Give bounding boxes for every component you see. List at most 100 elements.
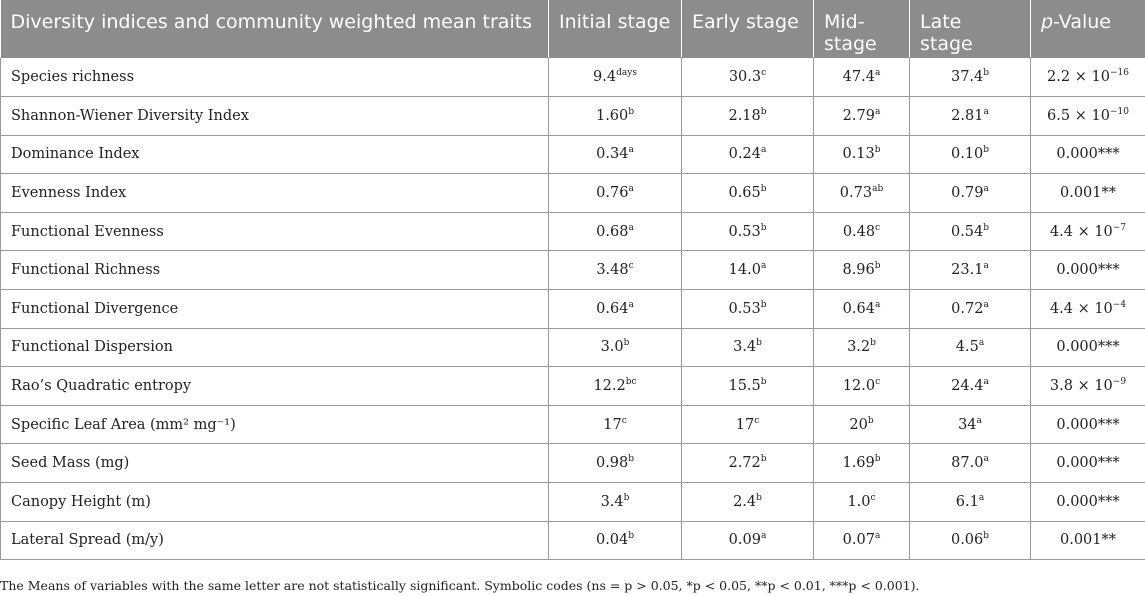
- row-label: Specific Leaf Area (mm² mg⁻¹): [0, 405, 549, 445]
- cell-mid: 0.48c: [813, 212, 910, 252]
- cell-p-value: 0.000***: [1030, 405, 1145, 445]
- cell-early: 2.18b: [681, 96, 814, 136]
- cell-p-value: 2.2 × 10−16: [1030, 58, 1145, 98]
- cell-late-letter: b: [983, 531, 990, 542]
- cell-late: 2.81a: [909, 96, 1031, 136]
- cell-early-letter: c: [761, 68, 767, 79]
- cell-initial-value: 17: [603, 416, 622, 433]
- cell-early: 0.09a: [681, 521, 814, 561]
- cell-late-letter: a: [983, 106, 989, 117]
- cell-initial-letter: a: [628, 222, 634, 233]
- cell-mid-value: 0.73: [839, 185, 873, 202]
- cell-p-value-value: 0.001**: [1059, 532, 1116, 549]
- header-p-rest: -Value: [1053, 11, 1111, 33]
- cell-p-value-value: 6.5 × 10: [1047, 107, 1110, 124]
- cell-p-value-value: 0.000***: [1056, 493, 1120, 510]
- table-header-row: Diversity indices and community weighted…: [0, 0, 1145, 58]
- row-label: Canopy Height (m): [0, 482, 549, 522]
- row-label: Evenness Index: [0, 173, 549, 213]
- cell-late-letter: a: [983, 184, 989, 195]
- diversity-table: Diversity indices and community weighted…: [0, 0, 1145, 561]
- cell-early-letter: a: [760, 145, 767, 156]
- cell-early-letter: b: [756, 492, 762, 503]
- cell-initial: 9.4days: [548, 58, 682, 98]
- cell-early-letter: b: [760, 377, 767, 388]
- row-label-value: Functional Richness: [11, 262, 161, 279]
- cell-early-letter: b: [760, 184, 767, 195]
- cell-early: 30.3c: [681, 58, 814, 98]
- cell-early: 2.72b: [681, 443, 814, 484]
- row-label-value: Evenness Index: [11, 185, 127, 202]
- cell-early-value: 15.5: [728, 378, 761, 395]
- cell-late-letter: b: [983, 222, 990, 233]
- cell-late-letter: a: [983, 454, 989, 465]
- cell-mid-letter: b: [874, 261, 881, 272]
- cell-p-value-letter: −7: [1112, 222, 1127, 233]
- cell-mid-letter: ab: [872, 184, 884, 195]
- cell-mid: 2.79a: [813, 96, 910, 136]
- table-row: Shannon-Wiener Diversity Index 1.60b 2.18b…: [0, 96, 1145, 136]
- cell-mid-value: 0.64: [842, 300, 875, 317]
- cell-p-value: 0.000***: [1030, 328, 1145, 368]
- header-mid-stage: Mid-stage: [813, 0, 910, 58]
- cell-late-letter: b: [983, 68, 990, 79]
- cell-p-value: 0.000***: [1030, 250, 1145, 291]
- cell-early-value: 0.65: [728, 185, 761, 202]
- cell-initial-letter: days: [616, 68, 637, 79]
- cell-initial-value: 0.04: [595, 532, 629, 549]
- cell-mid-letter: a: [874, 531, 881, 542]
- cell-late: 0.54b: [909, 212, 1031, 252]
- row-label: Lateral Spread (m/y): [0, 521, 549, 561]
- cell-mid-value: 3.2: [847, 339, 871, 356]
- cell-initial-value: 3.48: [596, 262, 629, 279]
- row-label-value: Canopy Height (m): [11, 493, 151, 510]
- cell-early-letter: b: [760, 454, 767, 465]
- cell-initial: 0.64a: [548, 289, 682, 329]
- cell-initial: 3.48c: [548, 250, 682, 291]
- cell-initial-letter: b: [623, 338, 630, 349]
- cell-early-value: 2.18: [728, 107, 761, 124]
- row-label-value: Lateral Spread (m/y): [11, 532, 164, 549]
- cell-late-value: 0.72: [951, 300, 984, 317]
- cell-late-value: 37.4: [950, 69, 984, 86]
- row-label-value: Functional Evenness: [11, 223, 164, 240]
- cell-initial: 0.68a: [548, 212, 682, 252]
- cell-p-value: 4.4 × 10−7: [1030, 212, 1145, 252]
- row-label-value: Functional Divergence: [11, 300, 179, 317]
- cell-initial-letter: c: [628, 261, 634, 272]
- row-label: Functional Evenness: [0, 212, 549, 252]
- row-label-value: Shannon-Wiener Diversity Index: [11, 107, 249, 124]
- cell-initial-value: 1.60: [595, 107, 629, 124]
- cell-mid: 0.73ab: [813, 173, 910, 213]
- cell-early: 0.24a: [681, 135, 814, 175]
- cell-late: 6.1a: [909, 482, 1031, 522]
- cell-early-letter: b: [760, 299, 767, 310]
- table-row: Species richness 9.4days 30.3c 47.4a 37.4b 2.…: [0, 58, 1145, 98]
- cell-p-value-value: 0.000***: [1056, 146, 1120, 163]
- row-label: Rao’s Quadratic entropy: [0, 366, 549, 406]
- cell-mid-letter: c: [870, 492, 876, 503]
- cell-mid-letter: b: [874, 145, 881, 156]
- cell-p-value: 0.001**: [1030, 173, 1145, 213]
- cell-mid-value: 8.96: [842, 262, 875, 279]
- table-body: Species richness 9.4days 30.3c 47.4a 37.4b 2.…: [0, 58, 1145, 561]
- cell-late: 0.72a: [909, 289, 1031, 329]
- cell-late: 37.4b: [909, 58, 1031, 98]
- cell-late: 0.10b: [909, 135, 1031, 175]
- cell-p-value: 0.000***: [1030, 482, 1145, 522]
- header-late-stage: Late stage: [909, 0, 1031, 58]
- cell-p-value-value: 4.4 × 10: [1049, 223, 1113, 240]
- cell-mid: 0.64a: [813, 289, 910, 329]
- row-label: Shannon-Wiener Diversity Index: [0, 96, 549, 136]
- table-row: Functional Richness 3.48c 14.0a 8.96b 23.1a 0…: [0, 250, 1145, 291]
- row-label: Functional Divergence: [0, 289, 549, 329]
- cell-early-value: 2.4: [733, 493, 757, 510]
- header-diversity-indices: Diversity indices and community weighted…: [0, 0, 549, 58]
- cell-initial-value: 0.76: [596, 185, 629, 202]
- cell-mid-letter: a: [874, 299, 881, 310]
- cell-early: 0.53b: [681, 289, 814, 329]
- cell-late: 87.0a: [909, 443, 1031, 484]
- cell-mid-value: 0.13: [842, 146, 875, 163]
- cell-late-letter: a: [983, 299, 989, 310]
- header-initial-stage: Initial stage: [548, 0, 682, 58]
